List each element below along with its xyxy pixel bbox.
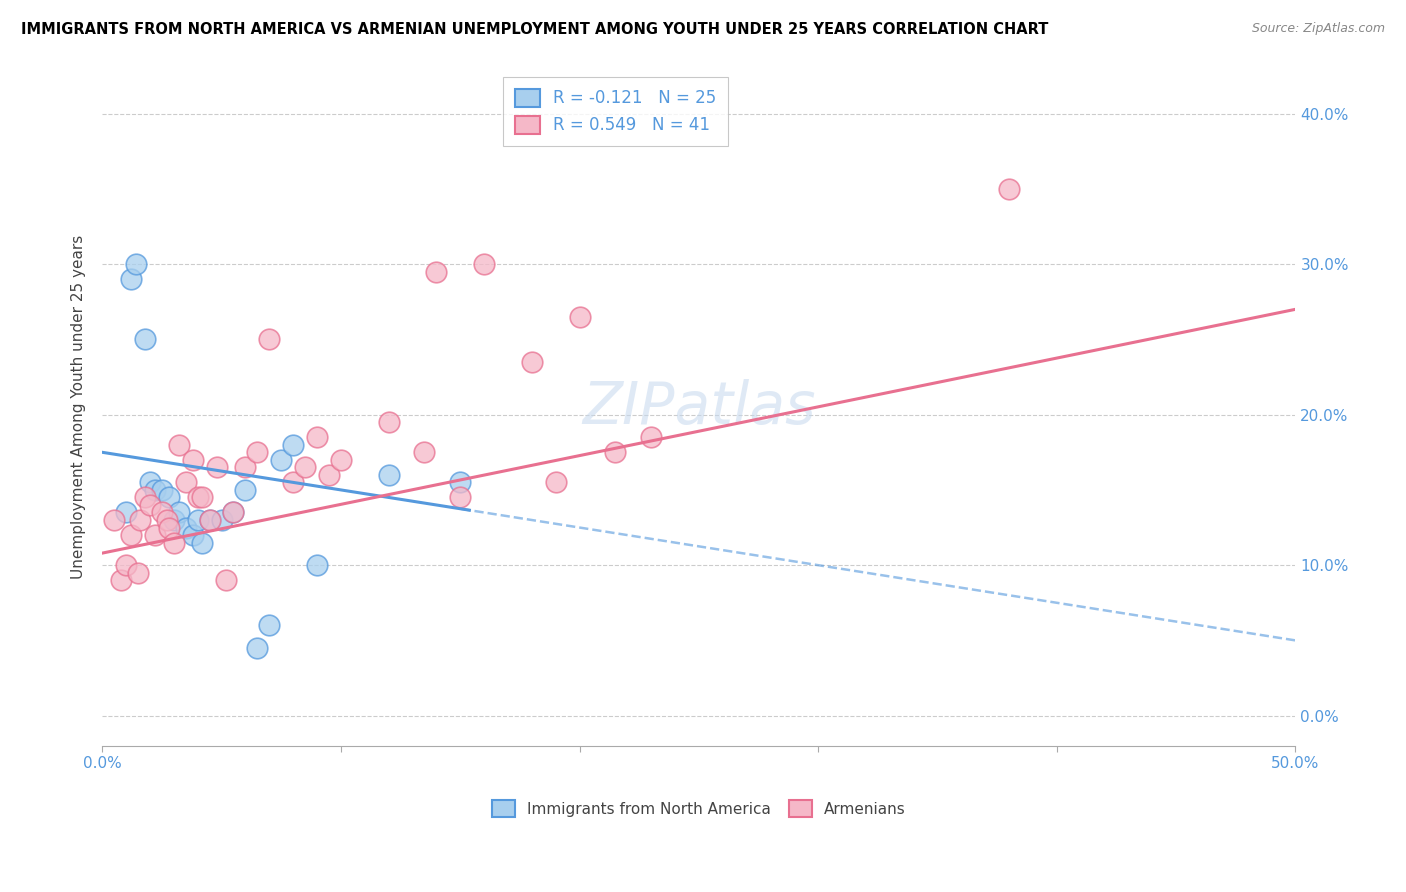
Text: ZIPatlas: ZIPatlas <box>582 378 815 435</box>
Point <box>103 513 125 527</box>
Point <box>377 415 399 429</box>
Point <box>167 438 190 452</box>
Point <box>998 182 1021 196</box>
Point <box>191 491 214 505</box>
Point <box>222 506 245 520</box>
Point <box>235 483 257 497</box>
Point <box>143 483 166 497</box>
Point <box>413 445 436 459</box>
Point <box>150 506 173 520</box>
Point <box>167 506 190 520</box>
Point <box>124 257 146 271</box>
Point <box>181 452 204 467</box>
Point <box>246 640 269 655</box>
Point <box>281 475 304 490</box>
Point <box>246 445 269 459</box>
Point <box>174 475 197 490</box>
Point <box>181 528 204 542</box>
Point <box>259 333 281 347</box>
Text: Source: ZipAtlas.com: Source: ZipAtlas.com <box>1251 22 1385 36</box>
Point <box>163 535 186 549</box>
Point <box>259 618 281 632</box>
Point <box>472 257 495 271</box>
Point <box>150 483 173 497</box>
Point <box>305 430 328 444</box>
Point <box>120 272 142 286</box>
Y-axis label: Unemployment Among Youth under 25 years: Unemployment Among Youth under 25 years <box>72 235 86 579</box>
Point <box>115 558 138 573</box>
Point <box>143 528 166 542</box>
Point <box>157 520 180 534</box>
Point <box>270 452 292 467</box>
Point <box>139 475 162 490</box>
Point <box>222 506 245 520</box>
Point <box>157 491 180 505</box>
Point <box>329 452 352 467</box>
Point <box>134 491 156 505</box>
Point <box>318 467 340 482</box>
Point <box>211 513 233 527</box>
Point <box>187 513 209 527</box>
Point <box>163 513 186 527</box>
Point <box>235 460 257 475</box>
Point <box>129 513 152 527</box>
Point <box>449 475 471 490</box>
Point <box>156 513 179 527</box>
Point <box>544 475 567 490</box>
Point <box>305 558 328 573</box>
Point <box>115 506 138 520</box>
Point <box>198 513 221 527</box>
Point <box>568 310 591 324</box>
Point <box>281 438 304 452</box>
Point <box>377 467 399 482</box>
Point <box>134 333 156 347</box>
Point <box>139 498 162 512</box>
Point <box>191 535 214 549</box>
Point <box>520 355 543 369</box>
Point <box>110 573 132 587</box>
Point <box>120 528 142 542</box>
Point <box>205 460 228 475</box>
Point <box>198 513 221 527</box>
Point <box>127 566 149 580</box>
Point <box>174 520 197 534</box>
Point <box>605 445 627 459</box>
Point <box>187 491 209 505</box>
Point <box>449 491 471 505</box>
Point <box>640 430 662 444</box>
Text: IMMIGRANTS FROM NORTH AMERICA VS ARMENIAN UNEMPLOYMENT AMONG YOUTH UNDER 25 YEAR: IMMIGRANTS FROM NORTH AMERICA VS ARMENIA… <box>21 22 1049 37</box>
Point <box>425 265 447 279</box>
Point <box>294 460 316 475</box>
Point <box>215 573 238 587</box>
Legend: Immigrants from North America, Armenians: Immigrants from North America, Armenians <box>485 794 912 823</box>
